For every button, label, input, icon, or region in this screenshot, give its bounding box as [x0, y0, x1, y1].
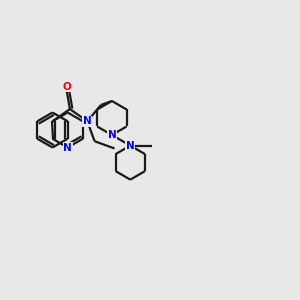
Text: O: O: [62, 82, 71, 92]
Text: N: N: [83, 116, 92, 126]
Text: N: N: [63, 142, 72, 152]
Text: N: N: [107, 130, 116, 140]
Text: N: N: [126, 141, 135, 151]
